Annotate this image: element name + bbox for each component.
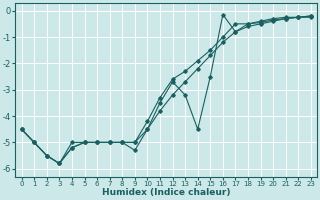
X-axis label: Humidex (Indice chaleur): Humidex (Indice chaleur) bbox=[102, 188, 230, 197]
